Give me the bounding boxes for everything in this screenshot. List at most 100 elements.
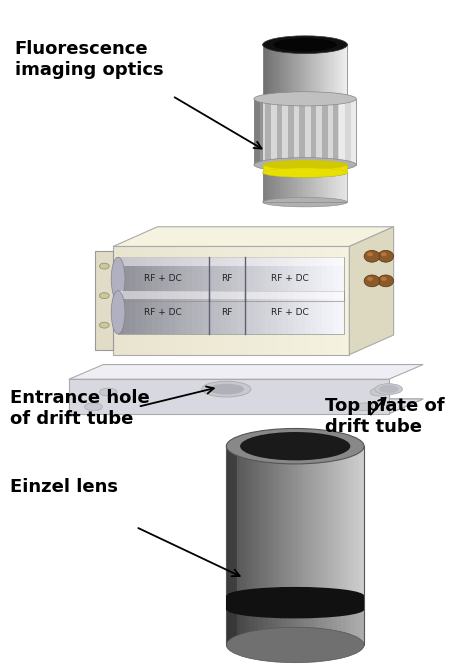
Bar	[342, 446, 345, 645]
Bar	[235, 446, 237, 645]
Ellipse shape	[263, 39, 347, 51]
Bar	[291, 610, 295, 645]
Bar	[121, 247, 129, 354]
Bar	[333, 257, 339, 301]
Bar	[290, 99, 292, 165]
Bar	[280, 173, 283, 202]
Bar	[226, 446, 237, 645]
Ellipse shape	[263, 168, 347, 178]
Bar	[229, 446, 232, 645]
Bar	[315, 446, 317, 645]
Bar	[145, 247, 153, 354]
Ellipse shape	[367, 253, 373, 257]
Bar	[269, 45, 271, 99]
Bar	[318, 610, 323, 645]
Bar	[337, 45, 339, 99]
Bar	[226, 596, 364, 610]
Bar	[214, 291, 220, 334]
Bar	[118, 257, 345, 266]
Bar	[277, 610, 282, 645]
Bar	[310, 45, 311, 99]
Bar	[303, 446, 306, 645]
Bar	[169, 257, 174, 301]
Bar	[313, 45, 316, 99]
Bar	[341, 99, 344, 165]
Bar	[263, 45, 347, 99]
Ellipse shape	[355, 403, 373, 411]
Bar	[191, 257, 197, 301]
Ellipse shape	[364, 251, 380, 262]
Bar	[301, 446, 303, 645]
Bar	[313, 99, 315, 165]
Bar	[164, 291, 169, 334]
Ellipse shape	[240, 432, 350, 460]
Bar	[174, 257, 180, 301]
Bar	[288, 257, 293, 301]
Bar	[124, 257, 129, 301]
Bar	[299, 45, 301, 99]
Ellipse shape	[209, 384, 244, 395]
Bar	[305, 173, 308, 202]
Bar	[254, 99, 260, 165]
Ellipse shape	[100, 322, 109, 328]
Bar	[259, 99, 262, 165]
Bar	[328, 99, 331, 165]
Bar	[231, 610, 236, 645]
Bar	[164, 257, 169, 301]
Ellipse shape	[85, 403, 102, 411]
Bar	[263, 45, 265, 99]
Bar	[180, 257, 186, 301]
Bar	[141, 291, 146, 334]
Bar	[328, 257, 333, 301]
Text: Entrance hole
of drift tube: Entrance hole of drift tube	[10, 389, 150, 428]
Bar	[322, 173, 325, 202]
Bar	[158, 291, 164, 334]
Ellipse shape	[263, 168, 347, 178]
Bar	[284, 45, 286, 99]
Bar	[240, 610, 245, 645]
Bar	[239, 247, 247, 354]
Bar	[302, 173, 305, 202]
Bar	[113, 247, 349, 354]
Bar	[129, 257, 135, 301]
Bar	[260, 257, 265, 301]
Text: Einzel lens: Einzel lens	[10, 478, 118, 496]
Bar	[271, 291, 276, 334]
Bar	[191, 291, 197, 334]
Bar	[299, 257, 305, 301]
Bar	[282, 45, 284, 99]
Bar	[330, 45, 333, 99]
Bar	[304, 610, 309, 645]
Bar	[356, 446, 359, 645]
Bar	[359, 610, 364, 645]
Bar	[343, 45, 345, 99]
Bar	[135, 257, 141, 301]
Bar	[287, 446, 290, 645]
Ellipse shape	[367, 277, 373, 281]
Polygon shape	[69, 379, 389, 413]
Bar	[348, 99, 351, 165]
Text: RF + DC: RF + DC	[145, 275, 182, 283]
Bar	[330, 173, 333, 202]
Ellipse shape	[370, 388, 388, 396]
Ellipse shape	[378, 251, 393, 262]
Bar	[339, 173, 342, 202]
Bar	[203, 257, 209, 301]
Bar	[273, 45, 275, 99]
Bar	[299, 291, 305, 334]
Ellipse shape	[226, 627, 364, 663]
Bar	[226, 291, 231, 334]
Bar	[315, 99, 318, 165]
Bar	[359, 446, 361, 645]
Bar	[247, 247, 255, 354]
Bar	[174, 291, 180, 334]
Ellipse shape	[381, 253, 387, 257]
Bar	[287, 99, 290, 165]
Bar	[223, 247, 231, 354]
Bar	[295, 610, 300, 645]
Bar	[280, 99, 282, 165]
Bar	[251, 446, 254, 645]
Bar	[309, 610, 314, 645]
Bar	[137, 247, 145, 354]
Bar	[283, 99, 288, 165]
